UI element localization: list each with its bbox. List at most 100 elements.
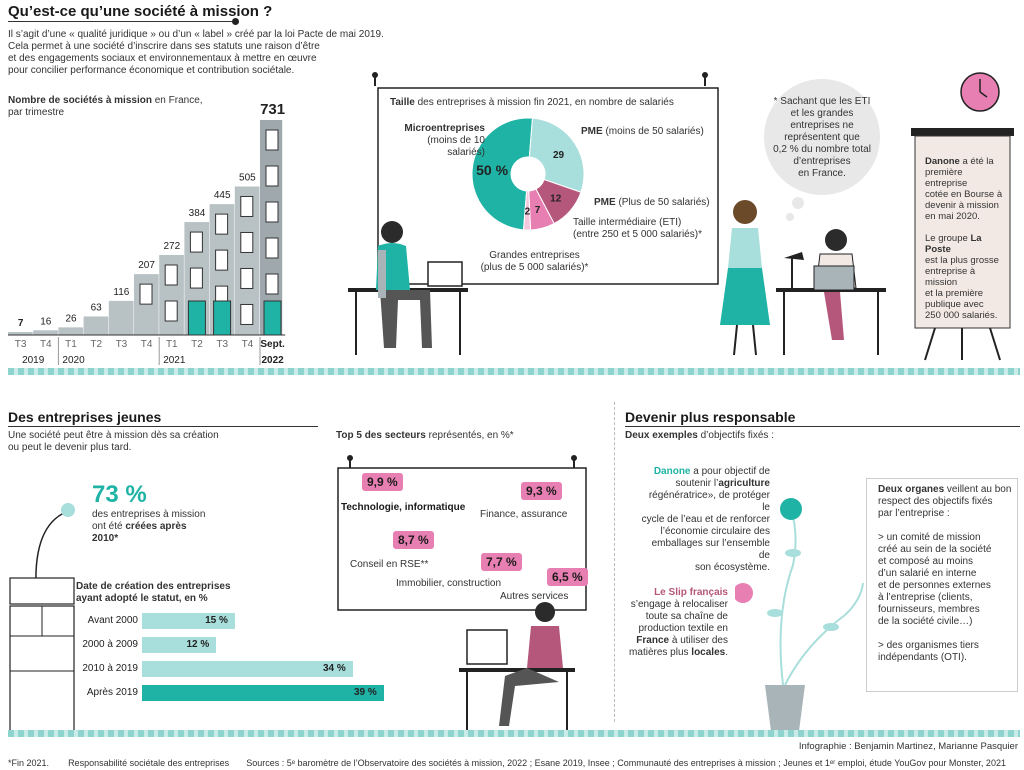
bubble-line-1: * Sachant que les ETI bbox=[773, 96, 871, 107]
young-title: Des entreprises jeunes bbox=[8, 409, 162, 425]
responsible-sub: Deux exemples d’objectifs fixés : bbox=[625, 430, 925, 442]
desk-bottom-top bbox=[459, 668, 575, 672]
sector-label: Immobilier, construction bbox=[396, 578, 502, 589]
size-title-bold: Taille bbox=[390, 97, 415, 108]
quarter-value-label: 63 bbox=[91, 302, 103, 313]
section-separator-1 bbox=[8, 368, 1020, 375]
micro-label-name: Microentreprises bbox=[404, 123, 485, 134]
board-p1-line-5: en mai 2020. bbox=[925, 211, 980, 222]
responsible-sub-bold: Deux exemples bbox=[625, 430, 698, 441]
micro-label: Microentreprises (moins de 10 salariés) bbox=[390, 123, 485, 159]
sector-label: Conseil en RSE** bbox=[350, 559, 429, 570]
danone-objective: Danone a pour objectif de soutenir l’agr… bbox=[640, 466, 770, 574]
flip-board bbox=[911, 128, 1014, 361]
building-window bbox=[240, 195, 254, 217]
building-window bbox=[265, 129, 279, 151]
eti-label: Taille intermédiaire (ETI) (entre 250 et… bbox=[573, 217, 718, 241]
board-pin-left bbox=[372, 72, 378, 78]
quarter-tick-label: T3 bbox=[216, 339, 228, 350]
board-p2-line-5: 250 000 salariés. bbox=[925, 310, 998, 321]
plant-illustration bbox=[735, 498, 864, 731]
board-p1-line-3: cotée en Bourse à bbox=[925, 189, 1003, 200]
slip-line-1: s’engage à relocaliser bbox=[630, 599, 728, 610]
organs-bold: Deux organes bbox=[878, 484, 945, 495]
bubble-shape bbox=[764, 79, 880, 195]
pme1-label-name: PME bbox=[581, 126, 603, 137]
intro-line-3: et des engagements sociaux et environnem… bbox=[8, 53, 317, 64]
bubble-line-5: 0,2 % du nombre total bbox=[773, 144, 871, 155]
quarter-value-label: 731 bbox=[260, 101, 285, 118]
person-3-head bbox=[825, 229, 847, 251]
bubble-text: * Sachant que les ETI et les grandes ent… bbox=[772, 96, 872, 180]
sector-value-tag: 8,7 % bbox=[393, 531, 434, 549]
danone-line-4: cycle de l’eau et de renforcer bbox=[641, 514, 770, 525]
building-window bbox=[215, 249, 229, 271]
danone-line-3: régénératrice», de protéger le bbox=[648, 490, 770, 513]
person-2-skirt bbox=[720, 268, 770, 325]
top5-title: Top 5 des secteurs représentés, en %* bbox=[336, 430, 576, 442]
footer-note-1: *Fin 2021. bbox=[8, 758, 50, 768]
seated-person-head bbox=[535, 602, 555, 622]
board-laposte-bold: La Poste bbox=[925, 233, 982, 255]
board-p2-line-1: est la plus grosse bbox=[925, 255, 999, 266]
sector-label: Finance, assurance bbox=[480, 509, 568, 520]
board-p2-lead: Le groupe bbox=[925, 233, 968, 244]
organ1-line-5: et de personnes externes bbox=[878, 580, 991, 591]
slip-objective: Le Slip français s’engage à relocaliser … bbox=[629, 587, 728, 658]
quarter-tick-label: Sept. bbox=[260, 339, 285, 350]
pie-slice bbox=[528, 117, 585, 193]
plant-pot bbox=[765, 685, 805, 731]
quarter-bar bbox=[33, 330, 58, 335]
sector-value-tag: 9,3 % bbox=[521, 482, 562, 500]
building-window bbox=[139, 283, 153, 305]
danone-line-7: son écosystème. bbox=[694, 562, 770, 573]
organ1-line-4: d’un salarié en interne bbox=[878, 568, 977, 579]
responsible-title: Devenir plus responsable bbox=[625, 409, 796, 425]
quarterly-title-line2: par trimestre bbox=[8, 107, 65, 118]
person-2-head bbox=[733, 200, 757, 224]
flip-board-sheet bbox=[914, 135, 1011, 329]
creation-chart-title: Date de création des entreprises ayant a… bbox=[76, 581, 296, 605]
quarter-tick-label: T1 bbox=[166, 339, 178, 350]
slip-line-3: production textile en bbox=[638, 623, 728, 634]
quarter-bar bbox=[83, 316, 109, 335]
footer-credit: Infographie : Benjamin Martinez, Mariann… bbox=[798, 741, 1018, 752]
heart-icon bbox=[735, 583, 753, 603]
organs-card bbox=[866, 478, 1018, 692]
quarter-value-label: 207 bbox=[138, 260, 155, 271]
responsible-title-underline bbox=[625, 426, 1020, 427]
pie-slice bbox=[522, 190, 532, 231]
organs-line-1: veillent au bon bbox=[946, 484, 1012, 495]
danone-brand: Danone bbox=[653, 466, 691, 477]
creation-bar-label: 2010 à 2019 bbox=[82, 663, 138, 674]
creation-bar-label: Après 2019 bbox=[86, 687, 138, 698]
creation-bar bbox=[142, 637, 217, 653]
creation-bar-label: Avant 2000 bbox=[87, 615, 138, 626]
intro-line-1: Il s’agit d’une « qualité juridique » ou… bbox=[8, 29, 384, 40]
organ1-line-8: de la société civile…) bbox=[878, 616, 973, 627]
plant-stem-1 bbox=[779, 508, 797, 686]
building-door bbox=[187, 300, 206, 336]
title-dot bbox=[232, 18, 239, 25]
quarter-value-label: 445 bbox=[214, 190, 231, 201]
pme2-label: PME (Plus de 50 salariés) bbox=[594, 197, 719, 209]
top5-board bbox=[337, 455, 587, 611]
size-title: Taille des entreprises à mission fin 202… bbox=[390, 97, 730, 109]
quarter-value-label: 16 bbox=[40, 316, 52, 327]
young-pct-bold: créées après bbox=[125, 521, 187, 532]
person-1-head bbox=[381, 221, 403, 243]
organ2-line-2: indépendants (OTI). bbox=[878, 652, 967, 663]
laptop-left bbox=[427, 261, 463, 287]
building-window bbox=[265, 273, 279, 295]
board-p2-line-3: et la première bbox=[925, 288, 984, 299]
thought-bubble bbox=[764, 79, 880, 221]
intro-text: Il s’agit d’une « qualité juridique » ou… bbox=[8, 29, 408, 77]
quarter-tick-label: T2 bbox=[191, 339, 203, 350]
organ1-line-6: à l’entreprise (clients, bbox=[878, 592, 973, 603]
footer-sources: Sources : 5ᵉ baromètre de l’Observatoire… bbox=[246, 758, 1006, 768]
micro-label-sub: (moins de 10 salariés) bbox=[427, 135, 485, 158]
slip-bold-locales: locales bbox=[691, 647, 726, 658]
quarter-tick-label: T4 bbox=[141, 339, 153, 350]
slip-line-4: à utiliser des bbox=[671, 635, 728, 646]
board-p2-line-4: publique avec bbox=[925, 299, 984, 310]
